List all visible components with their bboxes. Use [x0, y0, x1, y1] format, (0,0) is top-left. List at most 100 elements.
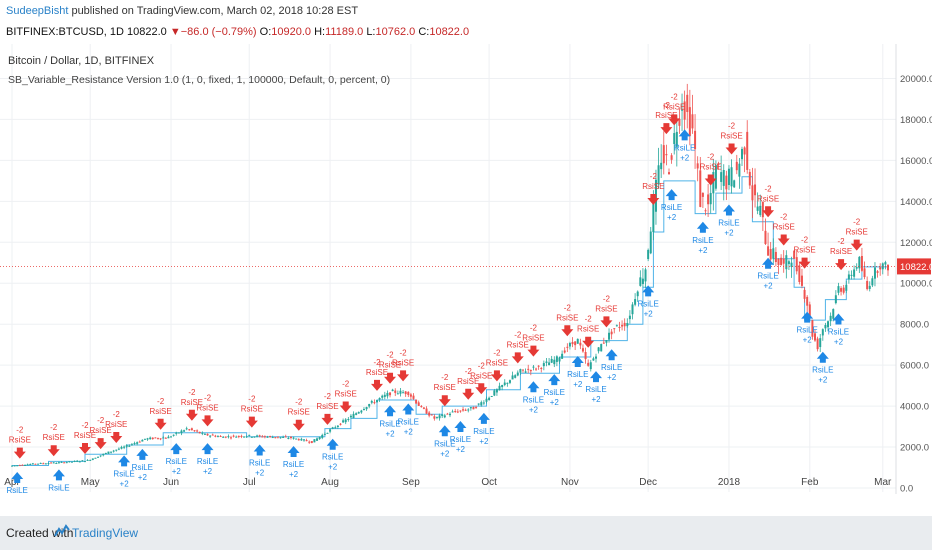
buy-signal-label: RsiLE — [544, 388, 565, 397]
sell-signal-value: -2 — [650, 172, 658, 181]
candle-body — [250, 436, 253, 438]
candle-body — [370, 400, 373, 403]
candle — [232, 434, 235, 438]
candle — [485, 396, 488, 404]
candle — [670, 153, 673, 164]
candle-body — [352, 413, 355, 419]
buy-signal — [253, 444, 266, 456]
candle-body — [615, 325, 618, 327]
x-tick-label: Jul — [243, 477, 256, 488]
sell-signal — [438, 395, 451, 407]
candle-body — [529, 369, 532, 372]
price-chart[interactable]: 0.0 2000.0 4000.0 6000.0 8000.0 10000.0 12000.… — [0, 44, 932, 505]
x-tick-label: Jun — [163, 477, 179, 488]
candle — [89, 459, 92, 461]
candle — [24, 464, 27, 467]
candle-body — [34, 463, 37, 465]
sell-signal-value: -2 — [188, 388, 196, 397]
sell-signal-label: RsiSE — [655, 111, 677, 120]
candle-body — [720, 172, 723, 182]
candle — [553, 356, 556, 368]
candle-body — [555, 356, 558, 362]
candle-body — [284, 436, 287, 438]
candle — [837, 282, 840, 296]
candle-body — [662, 145, 665, 164]
candle — [368, 403, 371, 409]
candle-body — [318, 436, 321, 440]
candle-body — [297, 439, 300, 441]
buy-signal-value: +2 — [818, 376, 828, 385]
candle-body — [26, 464, 29, 466]
buy-signal — [11, 471, 24, 483]
candle — [847, 270, 850, 284]
candle — [120, 445, 123, 450]
chart-area[interactable]: 0.0 2000.0 4000.0 6000.0 8000.0 10000.0 12000.… — [0, 44, 932, 505]
candle-body — [180, 430, 183, 434]
candle — [879, 263, 882, 276]
buy-arrow-icon — [642, 285, 655, 297]
buy-arrow-icon — [722, 204, 735, 216]
candle — [772, 238, 775, 266]
candle-body — [785, 255, 788, 270]
candle-body — [123, 446, 126, 448]
candle — [529, 369, 532, 376]
candle-body — [203, 433, 206, 435]
candle-body — [55, 462, 58, 464]
indicator-legend[interactable]: SB_Variable_Resistance Version 1.0 (1, 0… — [8, 74, 391, 86]
candle-body — [563, 350, 566, 353]
candle — [686, 83, 689, 129]
candle-body — [503, 382, 506, 385]
candle-body — [417, 402, 420, 406]
symbol-label[interactable]: BITFINEX:BTCUSD, 1D — [6, 26, 124, 38]
y-tick-label: 2000.0 — [900, 443, 929, 454]
sell-signal — [600, 316, 613, 328]
sell-signal-value: -2 — [478, 361, 486, 370]
candle — [177, 432, 180, 434]
candle — [76, 459, 79, 463]
candle — [475, 405, 478, 409]
candle — [821, 328, 824, 341]
candle-body — [787, 261, 790, 265]
candle-body — [519, 369, 522, 373]
candle-body — [295, 438, 298, 440]
candle-body — [183, 430, 186, 432]
candle — [258, 434, 261, 438]
chart-header: SudeepBisht published on TradingView.com… — [0, 0, 932, 44]
tradingview-brand-link[interactable]: TradingView — [72, 526, 139, 540]
candle-body — [618, 326, 621, 328]
author-link[interactable]: SudeepBisht — [6, 5, 69, 17]
candle-body — [11, 465, 13, 467]
publish-line: SudeepBisht published on TradingView.com… — [6, 5, 358, 17]
candle-body — [871, 278, 874, 286]
buy-arrow-icon — [11, 471, 24, 483]
candle — [180, 429, 183, 436]
candle — [154, 437, 157, 439]
candle — [827, 320, 830, 332]
candle-body — [237, 435, 240, 437]
candle — [545, 357, 548, 367]
candle-body — [42, 463, 45, 465]
tradingview-logo-icon[interactable] — [54, 524, 70, 543]
candle-body — [57, 462, 60, 464]
candle-body — [845, 284, 848, 291]
candle — [196, 429, 199, 433]
candle-body — [777, 258, 780, 265]
candle — [454, 408, 457, 413]
candle-body — [832, 309, 835, 319]
candle — [503, 379, 506, 387]
candle — [537, 365, 540, 370]
candle — [712, 159, 715, 211]
candle — [816, 336, 819, 352]
candle — [16, 465, 19, 467]
candle — [840, 286, 843, 296]
sell-signal-value: -2 — [493, 348, 501, 357]
candle — [832, 308, 835, 322]
candle-body — [438, 415, 441, 419]
candle — [31, 462, 34, 465]
sell-arrow-icon — [110, 431, 123, 443]
candle — [227, 434, 230, 439]
sell-arrow-icon — [835, 259, 848, 271]
candle — [535, 367, 538, 372]
candle-body — [443, 415, 446, 418]
candle-body — [94, 457, 97, 459]
